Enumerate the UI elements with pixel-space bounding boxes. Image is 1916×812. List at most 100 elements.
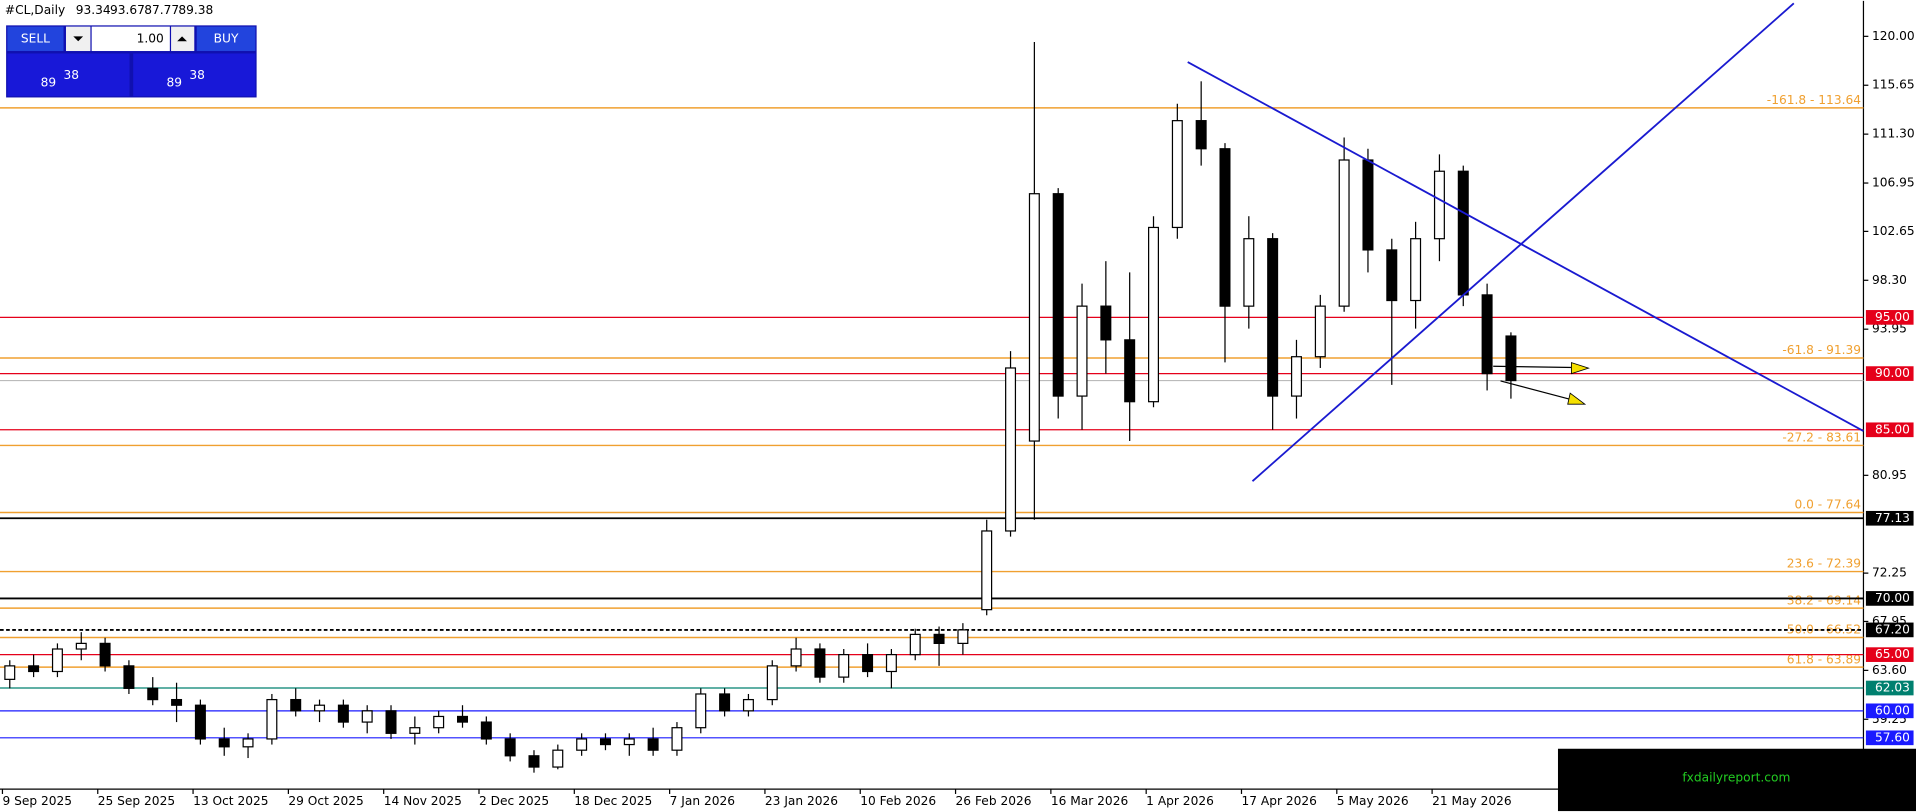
x-tick-label: 14 Nov 2025 bbox=[384, 794, 462, 808]
y-tick-label: 80.95 bbox=[1872, 468, 1907, 482]
level-tag bbox=[1865, 591, 1914, 606]
candle-body bbox=[599, 738, 611, 746]
level-tag-label: 67.20 bbox=[1875, 622, 1910, 636]
candle-body bbox=[457, 715, 469, 723]
y-tick-label: 111.30 bbox=[1872, 127, 1915, 141]
level-tag bbox=[1865, 730, 1914, 746]
candle-body bbox=[719, 693, 731, 712]
level-tag-label: 62.03 bbox=[1875, 681, 1910, 695]
candle-body bbox=[1314, 305, 1326, 358]
candle-body bbox=[766, 665, 778, 701]
level-tag-label: 70.00 bbox=[1875, 591, 1910, 605]
trend-line bbox=[1251, 2, 1795, 482]
level-tag bbox=[1865, 680, 1914, 696]
lot-value: 1.00 bbox=[137, 31, 164, 45]
level-tag bbox=[1865, 422, 1914, 438]
buy-big-figure: 89 bbox=[167, 75, 183, 89]
candle-body bbox=[1457, 170, 1469, 296]
fib-label: -161.8 - 113.64 bbox=[1767, 93, 1861, 107]
fib-label: -27.2 - 83.61 bbox=[1782, 431, 1861, 445]
header-value: 89.38 bbox=[178, 3, 213, 17]
candle-body bbox=[75, 642, 87, 650]
arrow bbox=[1500, 380, 1571, 400]
level-tag bbox=[1865, 703, 1914, 719]
candle-body bbox=[1362, 159, 1374, 251]
header-value: 93.34 bbox=[76, 3, 111, 17]
y-tick-label: 115.65 bbox=[1872, 78, 1915, 92]
y-tick-label: 93.95 bbox=[1872, 322, 1907, 336]
candle-body bbox=[337, 704, 349, 723]
candle-body bbox=[885, 654, 897, 673]
candle-body bbox=[862, 654, 874, 673]
candle-body bbox=[433, 715, 445, 729]
buy-price-box[interactable] bbox=[133, 53, 256, 97]
buy-button[interactable] bbox=[196, 26, 256, 52]
arrow-head bbox=[1570, 362, 1590, 375]
candle-body bbox=[552, 749, 564, 768]
sell-label: SELL bbox=[21, 31, 50, 45]
candle-body bbox=[504, 738, 516, 757]
candle-body bbox=[480, 721, 492, 740]
candle-body bbox=[266, 698, 278, 740]
level-tag-label: 77.13 bbox=[1875, 511, 1910, 525]
candle-body bbox=[1171, 120, 1183, 229]
candle-body bbox=[28, 665, 40, 673]
candle-body bbox=[99, 642, 111, 667]
y-tick-label: 102.65 bbox=[1872, 224, 1915, 238]
candle-body bbox=[695, 693, 707, 729]
candle-body bbox=[1267, 238, 1279, 397]
sell-big-figure: 89 bbox=[41, 75, 57, 89]
candle-body bbox=[242, 738, 254, 748]
fib-label: 0.0 - 77.64 bbox=[1794, 498, 1861, 512]
candle-body bbox=[909, 633, 921, 656]
fib-label: 38.2 - 69.14 bbox=[1787, 593, 1862, 607]
level-tag bbox=[1865, 622, 1914, 638]
candle-body bbox=[623, 738, 635, 746]
x-tick-label: 29 Oct 2025 bbox=[288, 794, 363, 808]
x-tick-label: 16 Mar 2026 bbox=[1051, 794, 1128, 808]
candle-body bbox=[933, 633, 945, 644]
candle-body bbox=[671, 727, 683, 751]
header-value: 93.67 bbox=[110, 3, 145, 17]
x-tick-label: 13 Oct 2025 bbox=[193, 794, 268, 808]
level-tag-label: 60.00 bbox=[1875, 703, 1910, 717]
level-tag-label: 95.00 bbox=[1875, 310, 1910, 324]
level-tag-label: 85.00 bbox=[1875, 422, 1910, 436]
candle-body bbox=[409, 727, 421, 734]
candle-body bbox=[1243, 238, 1255, 307]
candle-body bbox=[1410, 238, 1422, 302]
lot-input[interactable] bbox=[91, 26, 170, 52]
x-tick-label: 17 Apr 2026 bbox=[1241, 794, 1316, 808]
candle-body bbox=[742, 698, 754, 712]
candle-body bbox=[171, 698, 183, 706]
candle-body bbox=[576, 738, 588, 751]
fib-label: -61.8 - 91.39 bbox=[1782, 343, 1861, 357]
x-tick-label: 26 Feb 2026 bbox=[956, 794, 1032, 808]
fib-label: 23.6 - 72.39 bbox=[1787, 557, 1861, 571]
sell-pips: 38 bbox=[64, 68, 80, 82]
candle-body bbox=[1124, 339, 1136, 403]
candle-body bbox=[218, 738, 230, 748]
sell-button[interactable] bbox=[7, 26, 64, 52]
candle-body bbox=[385, 710, 397, 734]
x-tick-label: 2 Dec 2025 bbox=[479, 794, 549, 808]
x-tick-label: 9 Sep 2025 bbox=[2, 794, 72, 808]
level-tag bbox=[1865, 366, 1914, 381]
candle-body bbox=[1076, 305, 1088, 397]
candle-body bbox=[1481, 294, 1493, 375]
candle-body bbox=[1338, 159, 1350, 307]
candle-body bbox=[290, 698, 302, 712]
x-tick-label: 18 Dec 2025 bbox=[574, 794, 652, 808]
candle-body bbox=[4, 665, 16, 680]
y-tick-label: 120.00 bbox=[1872, 29, 1915, 43]
candle-body bbox=[1219, 148, 1231, 307]
buy-pips: 38 bbox=[189, 68, 205, 82]
level-tag-label: 57.60 bbox=[1875, 730, 1910, 744]
sell-price-box[interactable] bbox=[7, 53, 130, 97]
candle-body bbox=[1195, 120, 1207, 150]
candle-body bbox=[1028, 193, 1040, 442]
candle-body bbox=[1052, 193, 1064, 397]
candle-body bbox=[1148, 226, 1160, 403]
